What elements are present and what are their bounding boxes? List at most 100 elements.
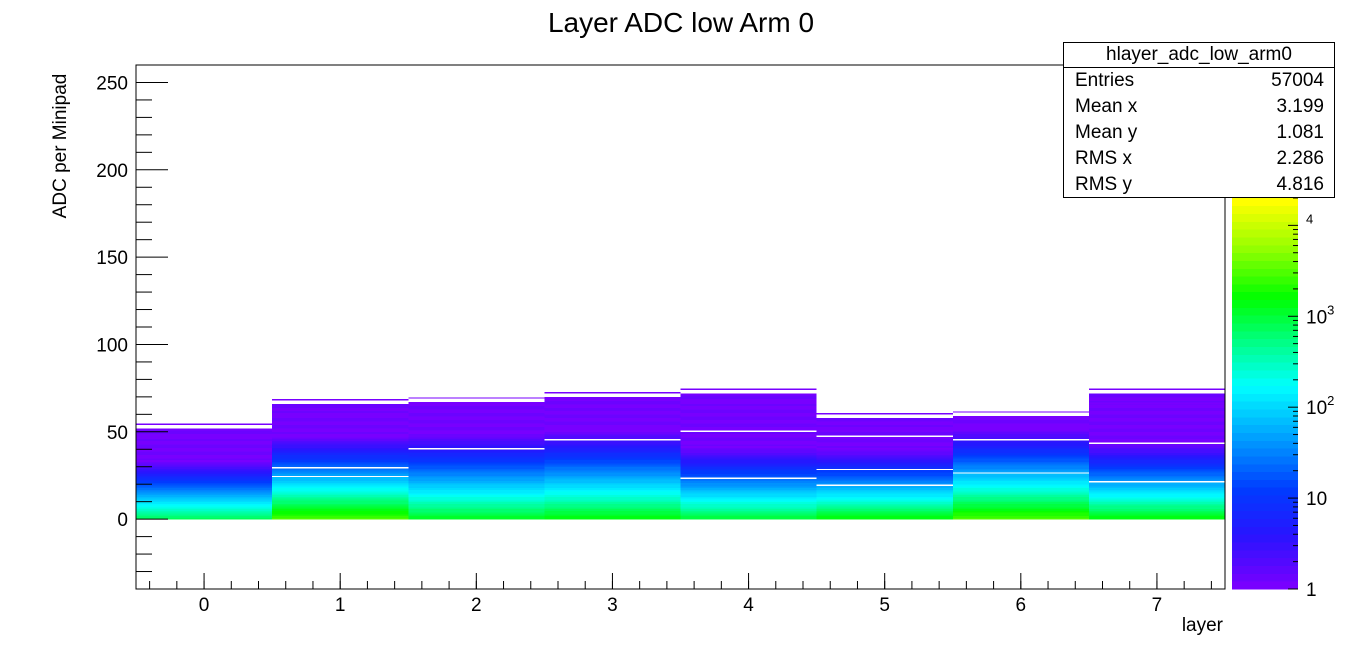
heatmap-cell	[816, 438, 953, 441]
heatmap-cell	[272, 501, 409, 504]
heatmap-cell	[544, 470, 681, 473]
heatmap-cell	[1088, 400, 1226, 403]
heatmap-cell	[544, 406, 681, 408]
palette-swatch	[1232, 432, 1298, 441]
y-tick-label: 100	[96, 335, 128, 356]
heatmap-cell	[544, 424, 681, 427]
heatmap-cell	[816, 512, 953, 515]
palette-swatch	[1232, 424, 1298, 433]
heatmap-cell	[136, 470, 273, 473]
heatmap-cell	[680, 407, 817, 410]
heatmap-cell	[136, 513, 273, 517]
heatmap-cell	[272, 442, 409, 445]
heatmap-cell	[952, 470, 1089, 473]
heatmap-cell	[1088, 487, 1226, 490]
heatmap-cell	[1088, 396, 1226, 400]
x-tick-label: 7	[1152, 595, 1163, 616]
heatmap-cell	[272, 413, 409, 415]
heatmap-cell	[272, 414, 409, 417]
heatmap-cell	[272, 515, 409, 518]
heatmap-cell	[544, 435, 681, 438]
heatmap-cell	[952, 473, 1089, 476]
heatmap-cell	[544, 458, 681, 461]
heatmap-cell	[1088, 435, 1226, 438]
heatmap-cell	[272, 407, 409, 410]
heatmap-cell	[272, 473, 409, 476]
heatmap-cell	[1088, 491, 1226, 494]
stats-label: Mean y	[1075, 122, 1138, 143]
heatmap-cell	[544, 409, 681, 412]
heatmap-cell	[544, 503, 681, 506]
heatmap-cell	[680, 423, 817, 426]
heatmap-cell	[1088, 456, 1226, 459]
heatmap-cell	[680, 421, 817, 424]
heatmap-cell	[952, 499, 1089, 503]
heatmap-cell	[680, 454, 817, 457]
heatmap-cell	[680, 438, 817, 441]
heatmap-cell	[408, 454, 545, 457]
heatmap-cell	[272, 478, 409, 482]
heatmap-cell	[544, 482, 681, 485]
palette-swatch	[1232, 362, 1298, 371]
heatmap-cell	[272, 510, 409, 513]
heatmap-cell	[1088, 477, 1226, 480]
heatmap-cell	[136, 458, 273, 461]
heatmap-cell	[952, 505, 1089, 508]
heatmap-cell	[1088, 402, 1226, 404]
heatmap-cell	[544, 451, 681, 454]
heatmap-cell	[1088, 393, 1226, 396]
heatmap-cell	[544, 437, 681, 440]
palette-swatch	[1232, 213, 1298, 222]
heatmap-cell	[816, 475, 953, 478]
heatmap-cell	[544, 459, 681, 462]
heatmap-cell	[408, 417, 545, 420]
heatmap-cell	[544, 473, 681, 476]
palette-swatch	[1232, 518, 1298, 527]
heatmap-cell	[408, 503, 545, 506]
heatmap-cell	[544, 423, 681, 426]
heatmap-cell	[952, 508, 1089, 511]
heatmap-cell	[680, 505, 817, 508]
y-tick-label: 200	[96, 161, 128, 182]
heatmap-cell	[952, 445, 1089, 448]
heatmap-cell	[680, 395, 817, 398]
palette-swatch	[1232, 487, 1298, 496]
heatmap-cell	[1088, 492, 1226, 496]
palette-swatch	[1232, 323, 1298, 332]
heatmap-cell	[544, 442, 681, 445]
heatmap-cell	[816, 440, 953, 443]
heatmap-cell	[544, 485, 681, 489]
heatmap-cell	[680, 510, 817, 513]
heatmap-cell	[816, 513, 953, 517]
palette-swatch	[1232, 370, 1298, 379]
heatmap-cell	[544, 412, 681, 415]
heatmap-cell	[680, 396, 817, 400]
heatmap-cell	[136, 442, 273, 445]
heatmap-cell	[952, 417, 1089, 420]
heatmap-cell	[680, 463, 817, 466]
heatmap-cell	[680, 499, 817, 503]
heatmap-cell	[136, 437, 273, 439]
heatmap-cell	[136, 485, 273, 489]
heatmap-cell	[408, 414, 545, 417]
heatmap-cell	[952, 512, 1089, 515]
heatmap-cell	[816, 485, 953, 489]
heatmap-cell	[272, 464, 409, 468]
heatmap-cell	[680, 475, 817, 478]
heatmap-cell	[544, 487, 681, 490]
heatmap-cell	[952, 485, 1089, 489]
heatmap-cell	[544, 499, 681, 503]
z-tick-label: 4	[1306, 211, 1313, 226]
heatmap-cell	[544, 400, 681, 403]
heatmap-cell	[1088, 506, 1226, 510]
heatmap-cell	[1088, 426, 1226, 429]
stats-label: RMS x	[1075, 148, 1132, 169]
heatmap-cell	[272, 440, 409, 443]
heatmap-cell	[816, 452, 953, 455]
heatmap-cell	[544, 410, 681, 413]
heatmap-cell	[1088, 447, 1226, 450]
heatmap-cell	[136, 475, 273, 478]
heatmap-cell	[680, 445, 817, 448]
heatmap-cell	[680, 484, 817, 487]
heatmap-cell	[1088, 419, 1226, 422]
